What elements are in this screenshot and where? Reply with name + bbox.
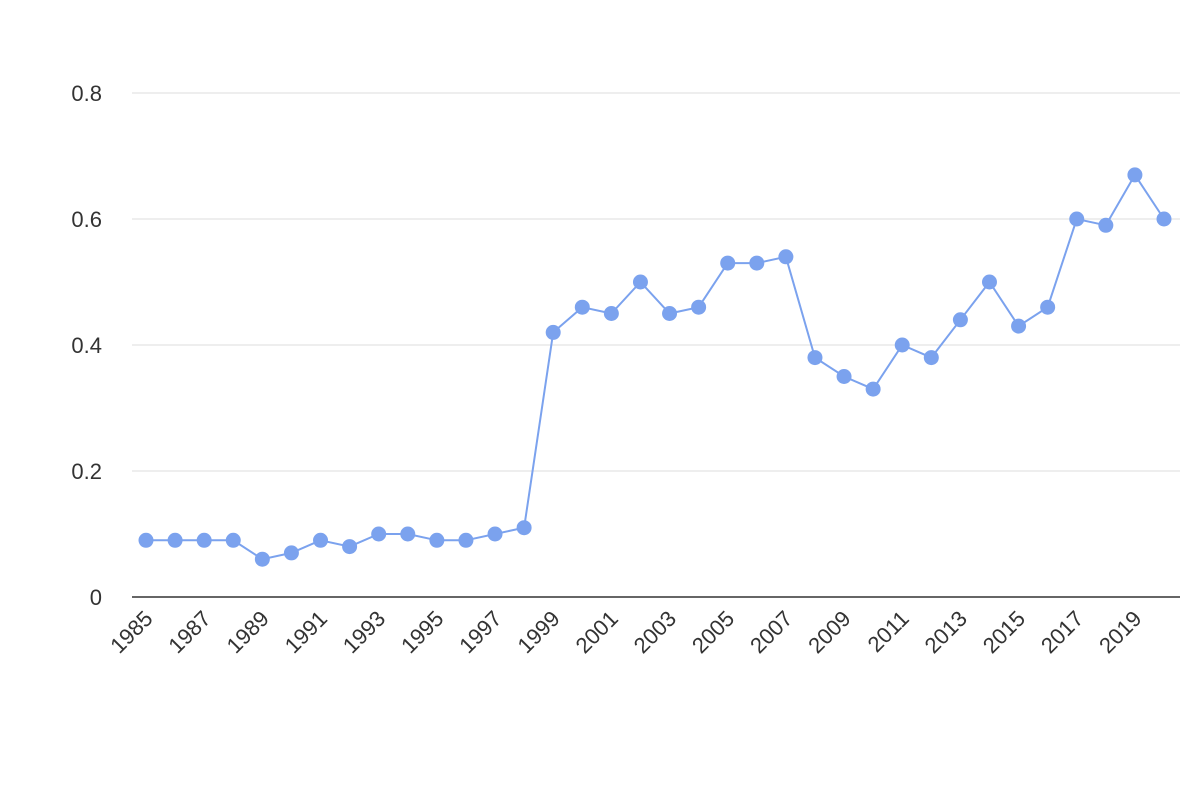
x-tick-label: 2013 — [920, 606, 972, 658]
data-point-2006 — [749, 255, 765, 271]
data-point-1992 — [342, 539, 358, 555]
y-tick-label: 0 — [90, 585, 102, 610]
data-point-1991 — [313, 532, 329, 548]
series-line — [146, 172, 1165, 561]
data-point-1989 — [254, 551, 270, 567]
data-point-2012 — [923, 350, 939, 366]
x-tick-label: 1985 — [105, 606, 157, 658]
y-tick-label: 0.4 — [71, 333, 102, 358]
data-point-1988 — [225, 532, 241, 548]
x-axis-tick-labels: 1985 1987 1989 1991 1993 1995 1997 1999 2001 2003… — [105, 606, 1146, 658]
x-tick-label: 2017 — [1036, 606, 1088, 658]
data-point-2017 — [1069, 211, 1085, 227]
data-point-2014 — [981, 274, 997, 290]
data-point-1999 — [545, 324, 561, 340]
x-tick-label: 2015 — [978, 606, 1030, 658]
data-points — [138, 167, 1172, 567]
data-point-1993 — [371, 526, 387, 542]
x-tick-label: 1999 — [512, 606, 564, 658]
x-tick-label: 2005 — [687, 606, 739, 658]
data-point-2013 — [952, 312, 968, 328]
y-tick-label: 0.6 — [71, 207, 102, 232]
x-tick-label: 1993 — [338, 606, 390, 658]
x-tick-label: 2019 — [1094, 606, 1146, 658]
x-tick-label: 2003 — [629, 606, 681, 658]
x-tick-label: 2007 — [745, 606, 797, 658]
data-point-1997 — [487, 526, 503, 542]
data-point-2001 — [603, 306, 619, 321]
x-tick-label: 2001 — [571, 606, 623, 658]
data-point-2009 — [836, 369, 852, 384]
data-point-2016 — [1040, 299, 1056, 315]
data-point-2003 — [662, 306, 678, 321]
data-point-1985 — [138, 532, 154, 548]
data-point-2005 — [720, 255, 736, 271]
data-point-1998 — [516, 520, 532, 536]
y-axis-tick-labels: 0 0.2 0.4 0.6 0.8 — [71, 81, 102, 610]
data-point-2004 — [691, 299, 707, 315]
x-tick-label: 2011 — [863, 606, 914, 657]
data-point-1987 — [196, 532, 212, 548]
x-tick-label: 1989 — [222, 606, 274, 658]
data-point-2010 — [865, 381, 881, 397]
data-point-1994 — [400, 526, 416, 542]
x-tick-label: 1997 — [454, 606, 506, 658]
data-point-2019 — [1127, 167, 1143, 183]
y-tick-label: 0.2 — [71, 459, 102, 484]
y-tick-label: 0.8 — [71, 81, 102, 106]
series-line-layer — [146, 172, 1165, 561]
x-tick-label: 1987 — [163, 606, 215, 658]
data-point-1996 — [458, 532, 474, 548]
data-point-2002 — [632, 274, 648, 290]
data-point-2007 — [778, 249, 794, 265]
data-point-2008 — [807, 350, 823, 366]
data-point-1990 — [283, 545, 299, 561]
x-tick-label: 2009 — [803, 606, 855, 658]
x-tick-label: 1991 — [280, 606, 332, 658]
data-point-2015 — [1011, 318, 1027, 334]
data-point-1986 — [167, 532, 183, 548]
data-point-2011 — [894, 337, 910, 353]
grid-lines — [132, 92, 1180, 472]
data-point-2000 — [574, 299, 590, 315]
data-point-1995 — [429, 532, 445, 548]
x-tick-label: 1995 — [396, 606, 448, 658]
data-point-2020 — [1156, 211, 1172, 227]
data-point-2018 — [1098, 217, 1114, 233]
